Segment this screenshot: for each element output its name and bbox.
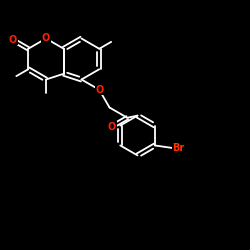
Text: O: O xyxy=(9,35,17,45)
Text: O: O xyxy=(42,34,50,43)
Text: O: O xyxy=(108,122,116,132)
Text: Br: Br xyxy=(172,143,184,153)
Text: O: O xyxy=(95,85,104,95)
